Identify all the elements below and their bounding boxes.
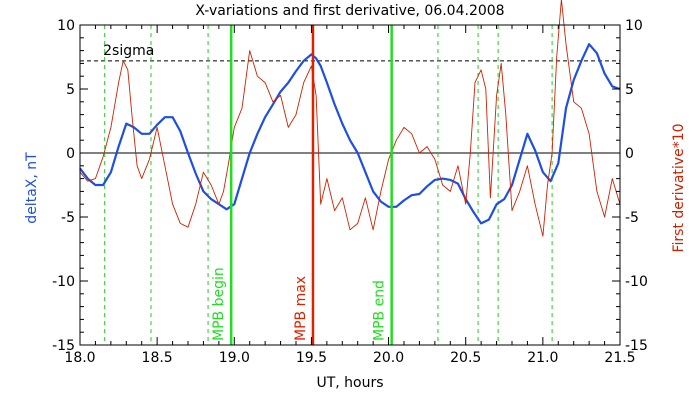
- y-tick-label-left: -10: [52, 274, 75, 290]
- x-tick-label: 20.0: [373, 350, 404, 366]
- x-tick-label: 21.5: [604, 350, 635, 366]
- lines-layer: MPB begin MPB max MPB end: [79, 0, 621, 345]
- x-tick-label: 18.0: [64, 350, 95, 366]
- y-axis-title-right: First derivative*10: [671, 123, 687, 252]
- marker-label-2: MPB end: [372, 280, 388, 341]
- marker-label-0: MPB begin: [211, 267, 227, 341]
- y-tick-label-right: 5: [625, 82, 634, 98]
- chart-title: X-variations and first derivative, 06.04…: [195, 3, 504, 19]
- x-tick-label: 18.5: [142, 350, 173, 366]
- x-tick-label: 19.5: [296, 350, 327, 366]
- ticks-layer: 18.0 18.5 19.0 19.5 20.0 20.5 21.0 21.5 10 10 5 5 0 0…: [52, 18, 648, 366]
- x-tick-label: 20.5: [450, 350, 481, 366]
- labels-layer: X-variations and first derivative, 06.04…: [24, 3, 687, 391]
- y-axis-title-left: deltaX, nT: [24, 152, 40, 224]
- y-tick-label-right: -10: [625, 274, 648, 290]
- y-tick-label-right: -15: [625, 338, 648, 354]
- plot-frame: [79, 24, 621, 346]
- y-tick-label-left: 0: [66, 146, 75, 162]
- y-tick-label-right: 10: [625, 18, 643, 34]
- x-axis-title: UT, hours: [316, 375, 383, 391]
- y-tick-label-right: -5: [625, 210, 639, 226]
- sigma-label: 2sigma: [103, 43, 154, 59]
- x-tick-label: 19.0: [219, 350, 250, 366]
- marker-label-1: MPB max: [293, 276, 309, 341]
- series-line-deltaX: [79, 43, 621, 225]
- y-tick-label-left: 10: [57, 18, 75, 34]
- frame-layer: [79, 24, 621, 346]
- series-line-derivative: [79, 0, 621, 237]
- y-tick-label-right: 0: [625, 146, 634, 162]
- y-tick-label-left: -15: [52, 338, 75, 354]
- y-tick-label-left: 5: [66, 82, 75, 98]
- x-tick-label: 21.0: [527, 350, 558, 366]
- y-tick-label-left: -5: [61, 210, 75, 226]
